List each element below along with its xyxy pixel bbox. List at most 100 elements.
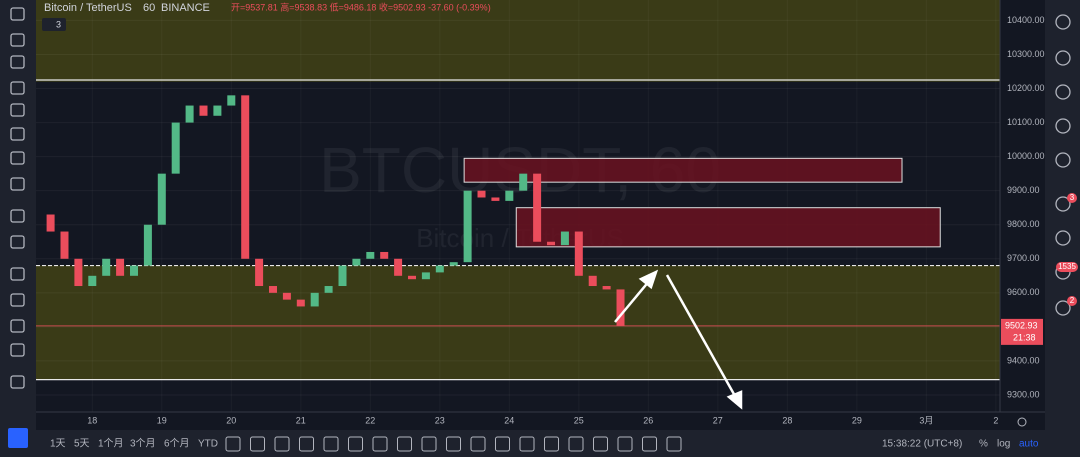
tool-icon[interactable] (10, 235, 25, 249)
draw-tool[interactable] (274, 436, 290, 452)
y-tick-label: 9300.00 (1007, 389, 1040, 399)
badge-count: 1535 (1058, 262, 1076, 271)
candle (602, 286, 611, 290)
collapse-button[interactable] (42, 18, 66, 31)
right-toolbar (1045, 0, 1080, 457)
draw-tool[interactable] (372, 436, 388, 452)
interval: 60 (143, 2, 155, 14)
price-tag (1001, 318, 1043, 345)
range-button[interactable]: 1个月 (98, 438, 124, 450)
y-tick-label: 10000.00 (1007, 151, 1045, 161)
tool-icon[interactable] (10, 103, 25, 117)
right-icons: 3 1535 2 (1055, 14, 1078, 316)
draw-tool[interactable] (593, 436, 608, 452)
candle (74, 258, 83, 287)
settings-icon[interactable] (1017, 417, 1027, 427)
tool-icon[interactable] (10, 267, 25, 281)
x-tick-label: 23 (435, 415, 445, 425)
side-icon[interactable] (1055, 300, 1071, 316)
tool-icon[interactable] (10, 177, 25, 191)
draw-tool[interactable] (225, 436, 241, 452)
draw-tool[interactable] (642, 436, 657, 452)
candle (519, 173, 528, 191)
fullscreen-button[interactable] (8, 428, 28, 448)
draw-tool[interactable] (544, 436, 559, 452)
log-toggle[interactable]: log (997, 439, 1010, 450)
x-tick-label: 28 (782, 415, 792, 425)
x-tick-label: 20 (226, 415, 236, 425)
draw-tool[interactable] (348, 436, 363, 452)
x-tick-label: 24 (504, 415, 514, 425)
range-button[interactable]: 6个月 (164, 438, 190, 450)
tool-icon[interactable] (10, 7, 25, 21)
range-button[interactable]: YTD (198, 439, 218, 450)
candle (394, 258, 403, 276)
x-tick-label: 21 (296, 415, 306, 425)
percent-toggle[interactable]: % (979, 439, 988, 450)
tool-icon[interactable] (10, 151, 25, 165)
badge-count: 2 (1070, 296, 1075, 305)
side-icon[interactable] (1055, 14, 1071, 30)
tool-icon[interactable] (10, 127, 25, 141)
draw-tool[interactable] (397, 436, 412, 452)
tool-icon[interactable] (10, 319, 25, 333)
x-tick-label: 19 (157, 415, 167, 425)
draw-tool[interactable] (421, 436, 437, 452)
candle (46, 214, 55, 232)
draw-tool[interactable] (250, 436, 265, 452)
tool-icon[interactable] (10, 55, 25, 69)
candle (227, 95, 236, 106)
zone-box (515, 207, 941, 248)
arrow-head (726, 390, 743, 410)
collapse-count: 3 (56, 19, 61, 29)
y-tick-label: 10300.00 (1007, 49, 1045, 59)
draw-tool[interactable] (470, 436, 486, 452)
candle (213, 105, 222, 116)
tool-icon[interactable] (10, 343, 25, 357)
draw-tool[interactable] (568, 436, 584, 452)
candle (157, 173, 166, 225)
side-icon[interactable] (1055, 152, 1071, 168)
candle (588, 275, 597, 287)
side-icon[interactable] (1055, 196, 1071, 212)
candle (435, 265, 444, 273)
left-toolbar (0, 0, 36, 430)
candle (352, 258, 361, 266)
draw-tool[interactable] (519, 436, 535, 452)
draw-tool[interactable] (299, 436, 314, 452)
side-icon[interactable] (1055, 84, 1071, 100)
draw-tool[interactable] (666, 436, 682, 452)
tool-icon[interactable] (10, 81, 25, 95)
tool-icon[interactable] (10, 375, 25, 389)
badge (1067, 296, 1077, 306)
side-icon[interactable] (1055, 50, 1071, 66)
tool-icon[interactable] (10, 33, 25, 47)
range-button[interactable]: 1天 (50, 439, 66, 450)
candle (560, 231, 569, 246)
badge (1067, 193, 1077, 203)
candle (338, 265, 347, 287)
y-tick-label: 10100.00 (1007, 117, 1045, 127)
range-button[interactable]: 5天 (74, 439, 90, 450)
draw-tool[interactable] (446, 436, 461, 452)
tool-icon[interactable] (10, 209, 25, 223)
y-tick-label: 10400.00 (1007, 15, 1045, 25)
auto-toggle[interactable]: auto (1019, 439, 1039, 450)
candle (324, 286, 333, 293)
tool-icon[interactable] (10, 293, 25, 307)
draw-tool[interactable] (617, 436, 633, 452)
draw-tool[interactable] (495, 436, 510, 452)
candle (310, 292, 319, 307)
candle (533, 173, 542, 242)
x-tick-label: 29 (852, 415, 862, 425)
side-icon[interactable] (1055, 230, 1071, 246)
candle (199, 105, 208, 116)
x-tick-label: 25 (574, 415, 584, 425)
y-tick-label: 9900.00 (1007, 185, 1040, 195)
side-icon[interactable] (1055, 118, 1071, 134)
zone (36, 0, 1000, 82)
range-button[interactable]: 3个月 (130, 438, 156, 450)
y-tick-label: 9700.00 (1007, 253, 1040, 263)
zone (36, 265, 1000, 380)
draw-tool[interactable] (323, 436, 339, 452)
